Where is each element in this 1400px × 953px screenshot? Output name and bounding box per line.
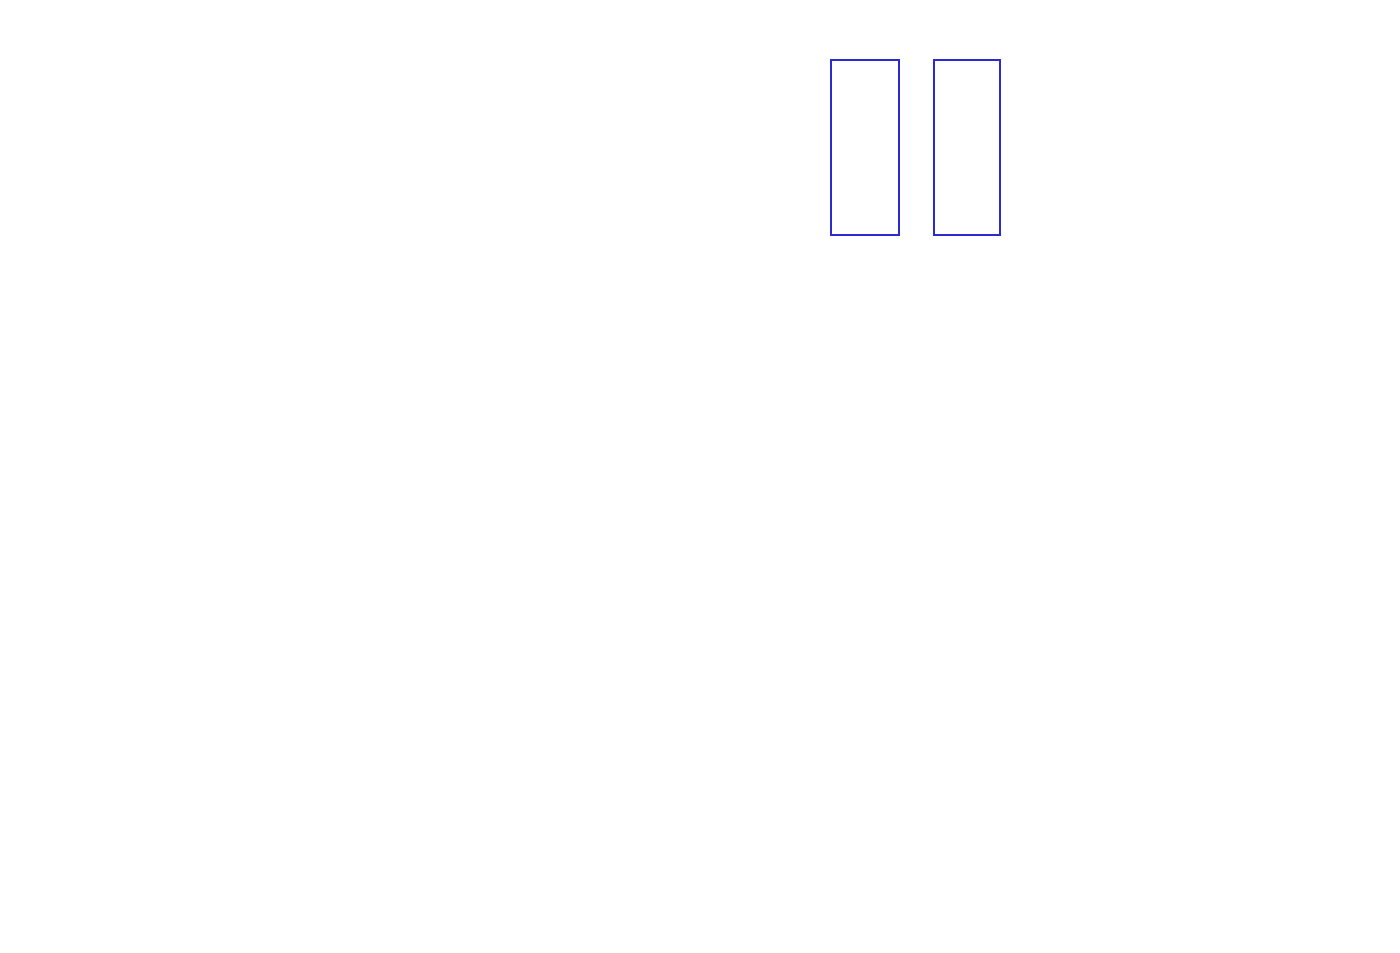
hsc-cutout xyxy=(398,509,608,724)
zoom-spectrum-plot xyxy=(1030,45,1350,245)
fiber-positions-cutout xyxy=(35,509,245,724)
lineflux-map-cutout xyxy=(215,509,425,724)
main-spectrum-plot xyxy=(0,268,1400,468)
header-datetime xyxy=(1055,3,1071,19)
withsky-image xyxy=(830,59,900,236)
cleanimage-image xyxy=(933,59,1001,236)
